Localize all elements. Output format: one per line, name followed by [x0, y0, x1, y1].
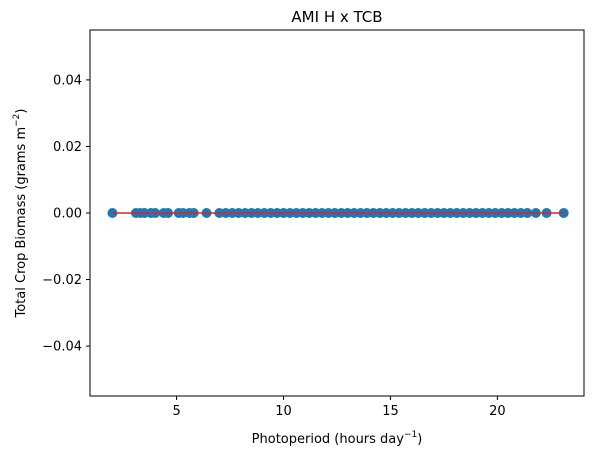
x-ticks: 5 10 15 20	[172, 396, 506, 419]
x-axis-label: Photoperiod (hours day−1)	[252, 430, 423, 447]
y-tick-label: 0.02	[53, 140, 82, 155]
y-axis-label: Total Crop Biomass (grams m−2)	[12, 109, 29, 319]
chart-title: AMI H x TCB	[291, 8, 382, 26]
x-tick-label: 10	[275, 404, 292, 419]
x-tick-label: 15	[382, 404, 399, 419]
x-tick-label: 5	[172, 404, 180, 419]
x-tick-label: 20	[489, 404, 506, 419]
y-tick-label: −0.04	[42, 340, 82, 355]
y-tick-label: −0.02	[42, 273, 82, 288]
y-ticks: −0.04 −0.02 0.00 0.02 0.04	[42, 73, 90, 355]
y-tick-label: 0.00	[53, 207, 82, 222]
y-tick-label: 0.04	[53, 73, 82, 88]
